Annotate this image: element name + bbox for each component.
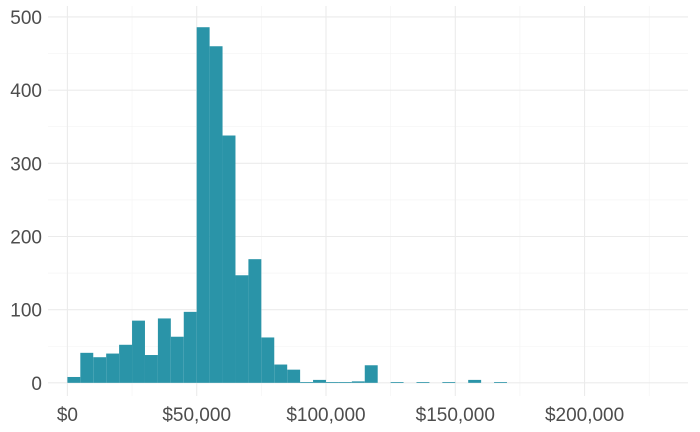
- y-tick-label: 100: [10, 301, 42, 322]
- y-axis-labels: 0 100 200 300 400 500: [10, 8, 42, 395]
- x-axis-labels: $0 $50,000 $100,000 $150,000 $200,000: [57, 405, 624, 426]
- x-tick-label: $100,000: [286, 405, 365, 426]
- histogram-bar: [325, 382, 339, 383]
- histogram-bar: [144, 355, 158, 383]
- histogram-bar: [351, 381, 365, 383]
- histogram-bar: [132, 320, 145, 383]
- histogram-bar: [442, 382, 456, 383]
- histogram-bar: [261, 337, 275, 383]
- x-tick-label: $150,000: [416, 405, 495, 426]
- y-tick-label: 0: [31, 374, 42, 395]
- histogram-bar: [468, 379, 482, 383]
- histogram-bar: [390, 382, 404, 383]
- histogram-bar: [300, 382, 314, 383]
- histogram-bar: [494, 382, 507, 383]
- histogram-bar: [183, 311, 197, 383]
- histogram-bar: [119, 344, 133, 383]
- x-tick-label: $0: [57, 405, 78, 426]
- histogram-bar: [93, 357, 107, 383]
- y-tick-label: 500: [10, 8, 42, 29]
- histogram-bar: [416, 382, 430, 383]
- histogram-bar: [313, 379, 326, 383]
- y-tick-label: 200: [10, 227, 42, 248]
- histogram-bar: [209, 46, 223, 383]
- histogram-bar: [364, 365, 378, 383]
- histogram-bar: [196, 27, 210, 383]
- histogram-bar: [274, 364, 288, 383]
- histogram-bar: [235, 275, 249, 383]
- histogram-bar: [106, 353, 120, 383]
- histogram-bar: [248, 259, 262, 383]
- histogram-bar: [80, 352, 94, 383]
- x-tick-label: $200,000: [545, 405, 624, 426]
- x-tick-label: $50,000: [162, 405, 231, 426]
- histogram-bar: [170, 336, 184, 383]
- histogram-bar: [67, 376, 81, 383]
- histogram-bar: [338, 382, 352, 383]
- y-tick-label: 400: [10, 81, 42, 102]
- histogram-bar: [157, 318, 171, 383]
- y-tick-label: 300: [10, 154, 42, 175]
- histogram-bars: [67, 27, 507, 383]
- histogram-bar: [287, 369, 301, 383]
- histogram-bar: [222, 135, 236, 383]
